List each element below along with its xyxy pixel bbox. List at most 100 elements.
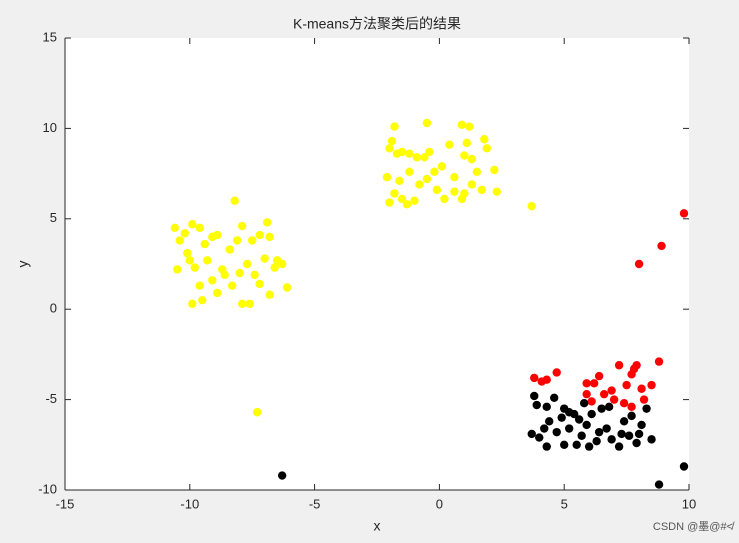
point xyxy=(482,144,492,153)
y-axis-label: y xyxy=(15,261,31,268)
x-tick-label: 5 xyxy=(561,496,568,511)
point xyxy=(385,198,394,207)
point xyxy=(385,144,394,153)
point xyxy=(170,223,180,233)
point xyxy=(190,263,199,272)
point xyxy=(582,379,591,388)
point xyxy=(415,180,424,189)
point xyxy=(639,395,649,404)
point xyxy=(679,462,689,471)
point xyxy=(382,173,392,182)
point xyxy=(225,245,234,254)
point xyxy=(198,295,207,305)
point xyxy=(245,299,254,308)
point xyxy=(425,147,434,157)
point xyxy=(238,299,247,308)
point xyxy=(422,174,432,184)
point xyxy=(387,136,397,146)
point xyxy=(579,399,589,408)
point xyxy=(634,259,644,269)
point xyxy=(235,268,244,278)
point xyxy=(527,201,536,211)
point xyxy=(412,153,422,162)
point xyxy=(597,404,606,413)
y-tick-label: 10 xyxy=(43,120,57,135)
point xyxy=(195,223,204,233)
point xyxy=(535,433,544,442)
watermark: CSDN @墨@#≮ xyxy=(653,520,735,533)
point xyxy=(420,153,429,162)
chart-title: K-means方法聚类后的结果 xyxy=(293,16,461,32)
point xyxy=(617,429,626,439)
point xyxy=(173,265,182,274)
point xyxy=(440,194,449,204)
point xyxy=(614,361,624,370)
point xyxy=(200,239,209,249)
point xyxy=(614,442,624,451)
point xyxy=(203,256,212,265)
point xyxy=(552,368,561,377)
point xyxy=(467,154,477,164)
point xyxy=(627,411,636,421)
point xyxy=(252,408,262,417)
y-tick-label: 15 xyxy=(43,29,57,44)
point xyxy=(467,180,477,189)
point xyxy=(255,230,264,240)
point xyxy=(277,471,287,480)
point xyxy=(592,436,601,446)
point xyxy=(395,176,404,186)
point xyxy=(557,413,566,422)
point xyxy=(492,187,502,196)
point xyxy=(397,194,407,204)
point xyxy=(530,391,539,401)
point xyxy=(402,200,412,209)
point xyxy=(282,283,292,292)
point xyxy=(480,135,489,144)
point xyxy=(587,397,596,406)
point xyxy=(390,122,399,131)
point xyxy=(392,149,402,158)
point xyxy=(587,409,596,419)
point xyxy=(183,248,192,258)
point xyxy=(457,120,467,129)
point xyxy=(627,370,636,379)
point xyxy=(657,241,666,251)
point xyxy=(619,417,629,426)
point xyxy=(642,404,651,413)
point xyxy=(230,196,239,205)
x-tick-label: 10 xyxy=(682,496,696,511)
point xyxy=(654,480,664,489)
point xyxy=(457,194,467,204)
point xyxy=(390,189,399,198)
x-axis-label: x xyxy=(374,518,381,534)
point xyxy=(574,415,584,424)
point xyxy=(185,256,194,265)
point xyxy=(213,288,222,298)
point xyxy=(188,299,197,308)
point xyxy=(550,393,559,402)
point xyxy=(619,399,629,408)
point xyxy=(405,149,414,158)
point xyxy=(607,435,616,444)
point xyxy=(584,442,594,451)
point xyxy=(542,375,551,384)
point xyxy=(262,218,272,227)
point xyxy=(233,236,242,245)
x-tick-label: 0 xyxy=(436,496,443,511)
point xyxy=(560,440,569,449)
point xyxy=(243,259,252,269)
point xyxy=(270,263,279,272)
point xyxy=(432,185,442,195)
point xyxy=(460,151,469,160)
point xyxy=(228,281,237,290)
point xyxy=(627,402,636,412)
point xyxy=(188,220,197,229)
point xyxy=(622,380,631,390)
point xyxy=(465,122,474,131)
point xyxy=(255,279,264,289)
point xyxy=(582,420,591,430)
point xyxy=(654,357,664,366)
point xyxy=(540,424,549,433)
point xyxy=(604,402,614,412)
